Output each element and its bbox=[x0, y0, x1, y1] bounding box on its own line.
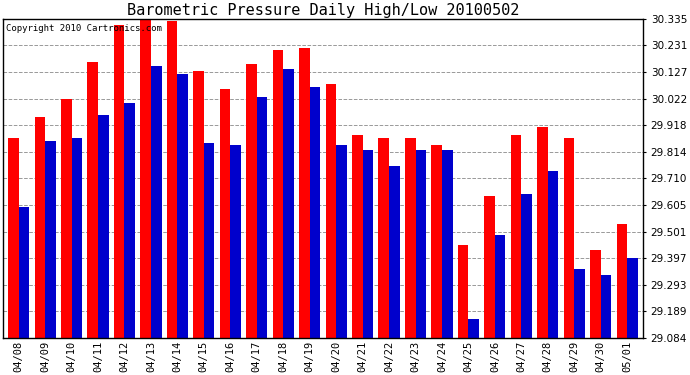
Bar bbox=[283, 69, 294, 338]
Bar bbox=[538, 128, 548, 338]
Bar bbox=[61, 99, 72, 338]
Bar bbox=[98, 115, 108, 338]
Bar bbox=[114, 26, 124, 338]
Bar bbox=[548, 171, 558, 338]
Bar bbox=[72, 138, 82, 338]
Bar bbox=[389, 166, 400, 338]
Bar bbox=[379, 138, 389, 338]
Bar bbox=[140, 20, 151, 338]
Bar bbox=[405, 138, 415, 338]
Bar bbox=[415, 150, 426, 338]
Bar bbox=[219, 89, 230, 338]
Bar bbox=[257, 97, 267, 338]
Bar bbox=[458, 245, 469, 338]
Bar bbox=[564, 138, 574, 338]
Bar bbox=[601, 275, 611, 338]
Bar bbox=[167, 21, 177, 338]
Bar bbox=[34, 117, 45, 338]
Bar bbox=[511, 135, 522, 338]
Bar bbox=[590, 250, 601, 338]
Bar bbox=[88, 62, 98, 338]
Bar bbox=[273, 50, 283, 338]
Text: Copyright 2010 Cartronics.com: Copyright 2010 Cartronics.com bbox=[6, 24, 162, 33]
Bar bbox=[177, 74, 188, 338]
Bar bbox=[326, 84, 336, 338]
Bar bbox=[246, 64, 257, 338]
Bar bbox=[522, 194, 532, 338]
Bar bbox=[336, 145, 347, 338]
Bar bbox=[230, 145, 241, 338]
Bar bbox=[484, 196, 495, 338]
Bar bbox=[574, 269, 585, 338]
Bar bbox=[8, 138, 19, 338]
Bar bbox=[442, 150, 453, 338]
Bar bbox=[19, 207, 29, 338]
Bar bbox=[124, 103, 135, 338]
Bar bbox=[151, 66, 161, 338]
Bar bbox=[469, 319, 479, 338]
Bar bbox=[45, 141, 56, 338]
Bar bbox=[617, 224, 627, 338]
Bar bbox=[299, 48, 310, 338]
Bar bbox=[310, 87, 320, 338]
Bar bbox=[363, 150, 373, 338]
Bar bbox=[627, 258, 638, 338]
Bar bbox=[352, 135, 363, 338]
Bar bbox=[193, 71, 204, 338]
Title: Barometric Pressure Daily High/Low 20100502: Barometric Pressure Daily High/Low 20100… bbox=[127, 3, 519, 18]
Bar bbox=[495, 235, 506, 338]
Bar bbox=[431, 145, 442, 338]
Bar bbox=[204, 143, 215, 338]
